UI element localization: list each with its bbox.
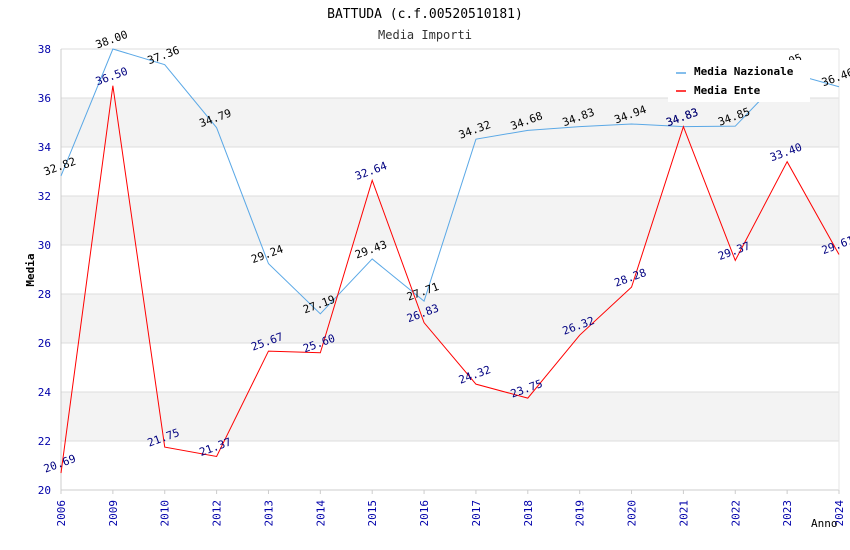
x-tick-label: 2014 [314,500,327,527]
data-label: 32.64 [353,159,389,183]
y-tick-label: 38 [38,43,51,56]
y-tick-label: 30 [38,239,51,252]
x-tick-label: 2012 [211,500,224,527]
x-tick-label: 2021 [677,500,690,527]
x-tick-label: 2006 [55,500,68,527]
x-tick-label: 2015 [366,500,379,527]
x-tick-label: 2023 [781,500,794,527]
data-label: 37.36 [146,44,182,68]
legend-label-media-ente: Media Ente [694,84,761,97]
x-tick-label: 2024 [833,500,846,527]
y-tick-label: 20 [38,484,51,497]
background-bands [61,98,839,441]
data-label: 38.00 [94,28,130,52]
y-tick-label: 34 [38,141,52,154]
data-label: 28.28 [613,266,649,290]
grid-band [61,98,839,147]
x-tick-label: 2010 [159,500,172,527]
axes [60,49,840,491]
data-label: 29.24 [249,242,285,266]
x-tick-label: 2018 [522,500,535,527]
legend-label-media-nazionale: Media Nazionale [694,65,794,78]
legend: Media Nazionale Media Ente [668,60,810,102]
x-tick-label: 2019 [574,500,587,527]
series-lines [60,48,840,474]
y-tick-label: 32 [38,190,51,203]
x-tick-label: 2013 [262,500,275,527]
x-axis-ticks: 2006 2009 2010 2012 2013 2014 2015 2016 2017 2018… [55,490,846,527]
grid-band [61,294,839,343]
y-tick-label: 24 [38,386,52,399]
series-line-media-ente [60,85,840,474]
legend-box [668,60,810,102]
x-tick-label: 2009 [107,500,120,527]
data-label: 32.82 [42,155,78,179]
grid-band [61,392,839,441]
x-tick-label: 2016 [418,500,431,527]
y-tick-label: 22 [38,435,51,448]
chart-subtitle: Media Importi [378,28,472,42]
series-line-media-nazionale [60,48,840,315]
x-tick-label: 2022 [729,500,742,527]
y-axis-label: Media [24,253,37,286]
x-tick-label: 2020 [626,500,639,527]
data-label: 36.50 [94,65,130,89]
grid-lines [61,48,839,491]
y-tick-label: 26 [38,337,51,350]
y-axis-ticks: 20 22 24 26 28 30 32 34 36 38 [38,43,52,497]
x-tick-label: 2017 [470,500,483,527]
y-tick-label: 28 [38,288,51,301]
data-label: 20.69 [42,452,78,476]
x-axis-label: Anno [811,517,838,530]
chart-title: BATTUDA (c.f.00520510181) [327,7,523,22]
y-tick-label: 36 [38,92,51,105]
